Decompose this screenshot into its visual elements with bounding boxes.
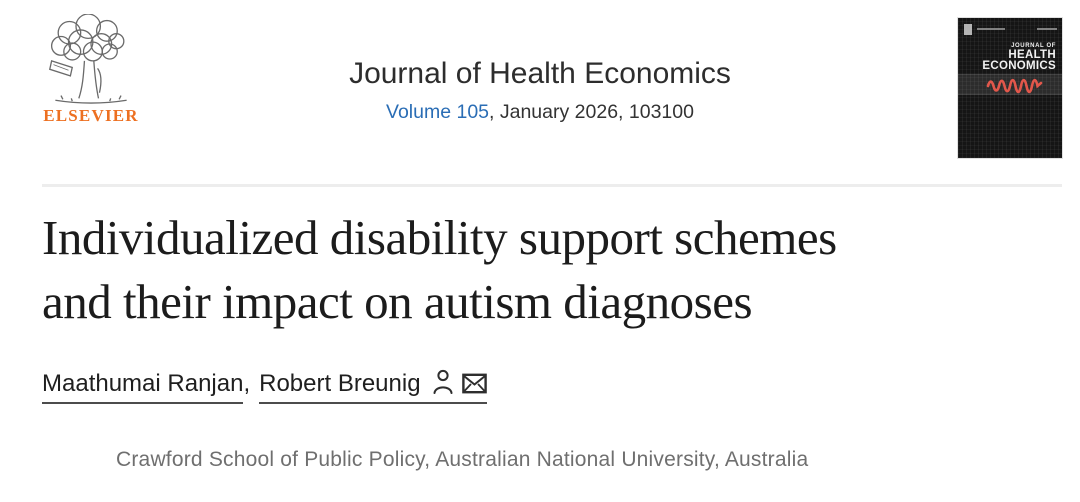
journal-masthead: Journal of Health Economics Volume 105, … bbox=[0, 56, 1080, 124]
article-title-line: and their impact on autism diagnoses bbox=[42, 274, 753, 329]
article-title: Individualized disability support scheme… bbox=[42, 206, 837, 334]
cover-mini-logo-icon bbox=[964, 24, 972, 35]
author-link-maathumai-ranjan[interactable]: Maathumai Ranjan bbox=[42, 370, 244, 404]
cover-masthead-line1: JOURNAL OF bbox=[1011, 43, 1056, 49]
elsevier-wordmark: ELSEVIER bbox=[43, 106, 139, 125]
article-title-line: Individualized disability support scheme… bbox=[42, 210, 837, 265]
issue-line: Volume 105, January 2026, 103100 bbox=[0, 101, 1080, 124]
affiliation: Crawford School of Public Policy, Austra… bbox=[116, 448, 809, 471]
author-list: Maathumai Ranjan, Robert Breunig bbox=[42, 369, 487, 404]
cover-masthead-line3: ECONOMICS bbox=[982, 60, 1056, 72]
elsevier-tree-icon bbox=[48, 14, 127, 104]
issue-suffix: , January 2026, 103100 bbox=[489, 101, 694, 123]
cover-wave-band bbox=[958, 74, 1062, 95]
journal-cover-thumbnail[interactable]: JOURNAL OF HEALTH ECONOMICS bbox=[958, 18, 1062, 158]
cover-topbar-text bbox=[977, 28, 1005, 30]
journal-title-link[interactable]: Journal of Health Economics bbox=[349, 57, 731, 90]
elsevier-logo: ELSEVIER bbox=[38, 14, 144, 126]
volume-link[interactable]: Volume 105 bbox=[386, 101, 490, 123]
author-link-robert-breunig[interactable]: Robert Breunig bbox=[259, 369, 487, 404]
author-separator: , bbox=[243, 370, 251, 397]
envelope-icon[interactable] bbox=[461, 373, 487, 394]
person-icon[interactable] bbox=[432, 369, 454, 394]
cover-topbar bbox=[963, 24, 1057, 38]
cover-topbar-text bbox=[1037, 28, 1057, 30]
cover-masthead: JOURNAL OF HEALTH ECONOMICS bbox=[958, 43, 1056, 72]
wave-icon bbox=[986, 78, 1043, 94]
author-name: Robert Breunig bbox=[259, 370, 421, 397]
author-name: Maathumai Ranjan bbox=[42, 370, 244, 397]
cover-masthead-line2: HEALTH bbox=[1008, 49, 1056, 61]
header-divider bbox=[42, 184, 1062, 187]
